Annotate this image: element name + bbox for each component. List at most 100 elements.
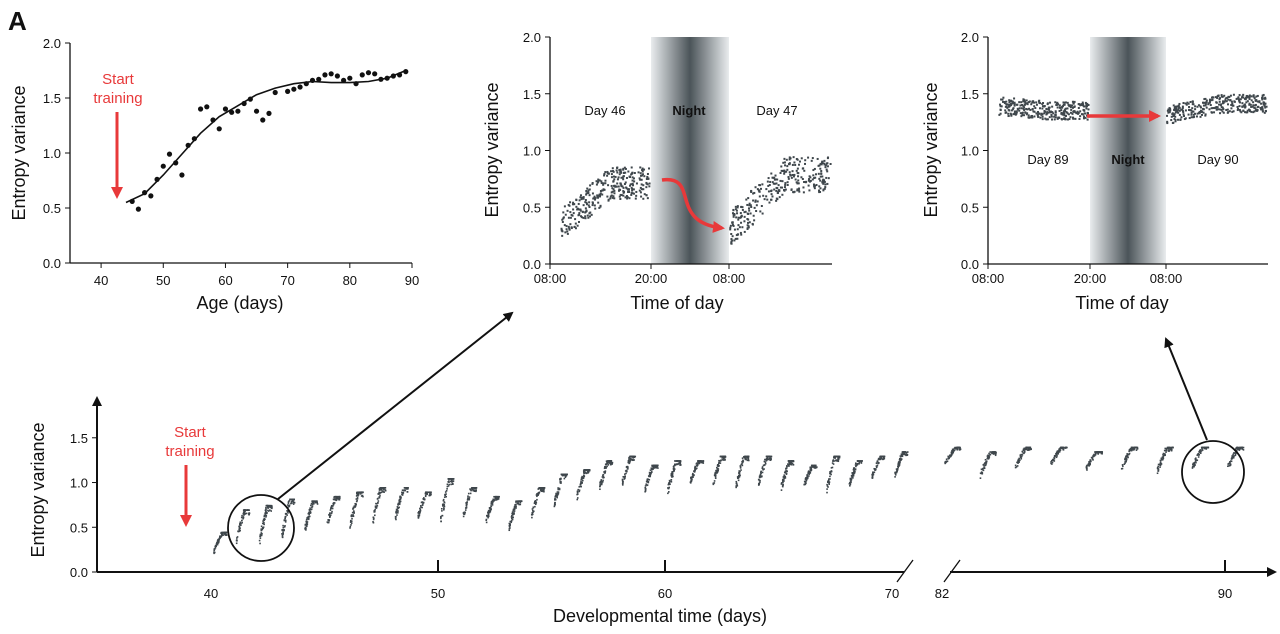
dev-point <box>428 494 431 497</box>
dev-point <box>586 470 589 473</box>
dev-point <box>377 502 379 504</box>
dev-point <box>536 498 538 501</box>
dev-point <box>788 461 790 464</box>
dev-point <box>760 472 762 475</box>
age-chart-point <box>148 193 154 199</box>
dev-point <box>624 470 627 472</box>
dev-point <box>357 495 359 497</box>
dev-point <box>789 463 791 466</box>
night-late-point <box>1221 110 1224 113</box>
night-late-point <box>1189 100 1192 103</box>
dev-point <box>418 512 421 514</box>
night-early-point <box>616 166 619 169</box>
dev-point <box>604 465 607 468</box>
dev-point <box>314 501 317 504</box>
dev-point <box>240 522 242 525</box>
dev-point <box>980 468 983 471</box>
dev-point <box>1020 455 1023 458</box>
night-late-point <box>1043 105 1046 108</box>
dev-point <box>566 473 568 476</box>
dev-point <box>417 512 420 514</box>
dev-point <box>1018 461 1020 464</box>
dev-point <box>836 455 839 458</box>
dev-point <box>1199 449 1202 452</box>
night-early-day-before: Day 46 <box>584 103 625 118</box>
dev-point <box>220 533 223 536</box>
night-early-point <box>591 192 594 195</box>
dev-point <box>467 492 470 495</box>
night-early-point <box>640 183 643 186</box>
dev-highlight-circle-early <box>227 494 295 562</box>
dev-point <box>783 475 786 477</box>
dev-point <box>243 509 246 512</box>
dev-point <box>447 485 450 487</box>
dev-point <box>1124 458 1127 461</box>
night-late-point <box>1073 100 1076 103</box>
dev-point <box>695 462 698 465</box>
dev-point <box>604 471 606 473</box>
night-late-point <box>1052 112 1055 115</box>
dev-point <box>603 467 606 470</box>
dev-point <box>827 479 830 482</box>
night-late-point <box>1060 109 1063 112</box>
dev-point <box>761 466 764 468</box>
night-late-point <box>1177 104 1180 107</box>
dev-point <box>784 475 787 478</box>
dev-point <box>833 456 835 459</box>
dev-point <box>857 460 859 462</box>
night-early-point <box>619 193 622 196</box>
dev-point <box>490 508 492 510</box>
night-early-point <box>587 204 590 207</box>
dev-point <box>735 480 738 483</box>
night-early-point <box>766 180 769 183</box>
night-late-point <box>1182 111 1185 114</box>
night-early-point <box>610 184 613 187</box>
dev-point <box>849 484 851 487</box>
dev-point <box>242 512 245 515</box>
dev-point <box>624 475 626 477</box>
night-late-point <box>1260 102 1263 105</box>
age-chart-point <box>253 108 260 114</box>
night-early-point <box>615 169 618 172</box>
dev-point <box>533 502 536 504</box>
dev-point <box>903 452 905 455</box>
night-early-point <box>824 183 827 186</box>
dev-point <box>452 478 455 480</box>
night-early-point <box>585 201 588 204</box>
night-late-point <box>1264 102 1267 105</box>
dev-point <box>760 471 762 474</box>
night-early-point <box>814 176 817 179</box>
dev-point <box>352 514 354 516</box>
dev-xtick-label: 60 <box>658 586 672 601</box>
night-early-point <box>587 191 590 194</box>
dev-point <box>1090 460 1092 463</box>
night-late-point <box>1007 108 1010 111</box>
night-early-point <box>812 174 815 177</box>
dev-point <box>758 479 761 482</box>
night-late-point <box>1261 98 1264 101</box>
night-early-point <box>598 179 601 182</box>
dev-point <box>1056 450 1059 453</box>
night-late-point <box>1236 97 1239 100</box>
night-early-point <box>747 207 750 210</box>
dev-point <box>1092 455 1094 457</box>
dev-point <box>804 483 807 486</box>
dev-point <box>1127 456 1129 459</box>
dev-point <box>541 487 544 489</box>
dev-point <box>540 488 543 490</box>
night-early-point <box>646 176 649 179</box>
night-late-point <box>1238 99 1241 102</box>
night-late-point <box>1214 106 1217 109</box>
night-late-point <box>1216 106 1219 109</box>
dev-point <box>288 500 290 502</box>
night-early-point <box>788 162 791 165</box>
night-late-point <box>1062 110 1065 113</box>
night-early-point <box>731 239 734 242</box>
dev-point <box>880 455 882 458</box>
night-late-point <box>1182 102 1185 105</box>
night-early-point <box>819 179 822 182</box>
night-early-point <box>801 167 804 170</box>
night-early-point <box>607 199 610 202</box>
dev-point <box>470 489 472 492</box>
